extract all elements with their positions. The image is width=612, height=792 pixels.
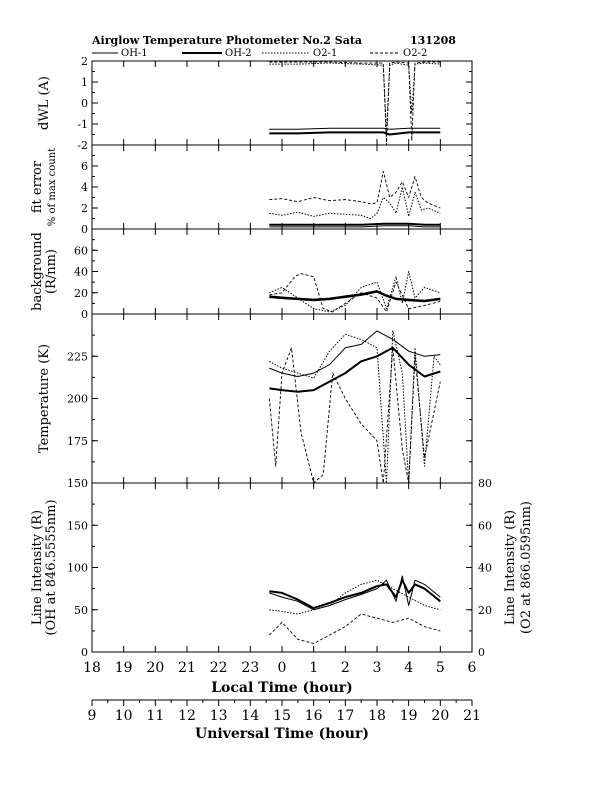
ytick-label-bg: 40: [74, 266, 88, 279]
ytick-label-dwl: 2: [81, 55, 88, 68]
ut-tick-label: 14: [241, 708, 259, 724]
ylabel-bg: (R/nm): [44, 249, 59, 294]
xtick-label-local: 6: [468, 660, 477, 676]
ytick-label-fit: 2: [81, 202, 88, 215]
ytick-label-fit: 0: [81, 223, 88, 236]
series-o2-2-dwl: [269, 61, 441, 146]
legend-label-o2-2: O2-2: [403, 48, 427, 59]
xlabel-universal: Universal Time (hour): [195, 726, 369, 742]
ut-tick-label: 17: [336, 708, 354, 724]
panel-frame-fit: [91, 144, 473, 230]
series-oh-1-dwl: [269, 127, 441, 130]
ut-tick-label: 15: [273, 708, 291, 724]
ut-tick-label: 13: [210, 708, 228, 724]
legend-label-o2-1: O2-1: [313, 48, 337, 59]
ylabel-fit: fit error: [30, 160, 45, 213]
ytick-label-temp: 225: [67, 350, 88, 363]
panel-bg: 60 40 20 0 background (R/nm): [30, 228, 473, 321]
ylabel-temp: Temperature (K): [37, 344, 52, 453]
ylabel-right-int: (O2 at 866.0595nm): [519, 501, 534, 634]
series-o2-1-fit: [269, 186, 441, 219]
xtick-label-local: 3: [373, 660, 382, 676]
ytick-label-bg: 0: [81, 308, 88, 321]
xtick-label-local: 18: [83, 660, 101, 676]
ytick-label-int: 150: [67, 519, 88, 532]
xtick-label-local: 20: [146, 660, 164, 676]
xtick-label-local: 4: [404, 660, 413, 676]
xlabel-local: Local Time (hour): [211, 680, 353, 696]
legend-label-oh-1: OH-1: [121, 48, 148, 59]
ytick-label-dwl: -2: [77, 139, 88, 152]
series-oh-1-fit: [269, 225, 441, 228]
series-oh-2-dwl: [269, 131, 441, 136]
panel-temp: 225 200 175 150 Temperature (K): [37, 313, 473, 490]
ytick-label-dwl: -1: [77, 118, 88, 131]
ut-tick-label: 16: [305, 708, 323, 724]
ytick-right-label-int: 60: [478, 519, 492, 532]
series-oh-1-int: [269, 575, 441, 611]
ytick-right-label-int: 80: [478, 477, 492, 490]
series-o2-1-bg: [269, 271, 441, 313]
ytick-label-bg: 60: [74, 244, 88, 257]
series-oh-2-bg: [269, 290, 441, 303]
ytick-label-fit: 6: [81, 160, 88, 173]
ylabel-right-int: Line Intensity (R): [503, 510, 518, 625]
ytick-label-fit: 4: [81, 181, 88, 194]
series-oh-2-int: [269, 579, 441, 610]
xtick-label-local: 1: [309, 660, 318, 676]
xtick-label-local: 19: [115, 660, 133, 676]
ytick-right-label-int: 40: [478, 562, 492, 575]
ylabel-int: Line Intensity (R): [30, 510, 45, 625]
ytick-label-int: 0: [81, 646, 88, 659]
ytick-right-label-int: 20: [478, 604, 492, 617]
ytick-label-temp: 175: [67, 435, 88, 448]
series-o2-1-temp: [269, 330, 441, 484]
ytick-label-temp: 150: [67, 477, 88, 490]
ylabel-bg: background: [30, 232, 45, 311]
series-oh-2-temp: [269, 346, 441, 393]
ut-tick-label: 12: [178, 708, 196, 724]
xtick-label-local: 21: [178, 660, 196, 676]
xtick-label-local: 23: [241, 660, 259, 676]
ut-tick-label: 11: [146, 708, 164, 724]
ut-tick-label: 19: [400, 708, 418, 724]
series-o2-2-temp: [268, 347, 441, 484]
xtick-label-local: 2: [341, 660, 350, 676]
panel-frame-temp: [91, 313, 473, 484]
series-o2-1-int: [269, 579, 441, 615]
panel-dwl: 2 1 0 -1 -2 dWL (A): [37, 55, 473, 152]
xtick-label-local: 22: [210, 660, 228, 676]
ytick-label-dwl: 1: [81, 76, 88, 89]
ut-tick-label: 9: [88, 708, 97, 724]
ut-tick-label: 21: [463, 708, 481, 724]
series-o2-2-int: [268, 613, 441, 644]
series-o2-2-fit: [269, 170, 441, 209]
ylabel-fit: % of max count: [47, 148, 58, 226]
xtick-label-local: 5: [436, 660, 445, 676]
ytick-label-dwl: 0: [81, 97, 88, 110]
ytick-label-bg: 20: [74, 287, 88, 300]
series-o2-2-bg: [269, 273, 441, 313]
ut-tick-label: 10: [115, 708, 133, 724]
chart-title: Airglow Temperature Photometer No.2 Sata: [91, 34, 362, 47]
ytick-label-int: 100: [67, 562, 88, 575]
legend-label-oh-2: OH-2: [225, 48, 252, 59]
ytick-label-int: 50: [74, 604, 88, 617]
ylabel-int: (OH at 846.5555nm): [44, 499, 59, 635]
series-oh-2-fit: [269, 222, 441, 226]
ylabel-dwl: dWL (A): [37, 76, 52, 130]
panel-fit: 6 4 2 0 fit error% of max count: [30, 144, 473, 236]
series-oh-1-temp: [269, 330, 441, 377]
ut-tick-label: 18: [368, 708, 386, 724]
ut-tick-label: 20: [431, 708, 449, 724]
ytick-right-label-int: 0: [478, 646, 485, 659]
date-code: 131208: [410, 34, 456, 47]
panel-frame-int: [91, 482, 473, 653]
ytick-label-temp: 200: [67, 393, 88, 406]
xtick-label-local: 0: [278, 660, 287, 676]
